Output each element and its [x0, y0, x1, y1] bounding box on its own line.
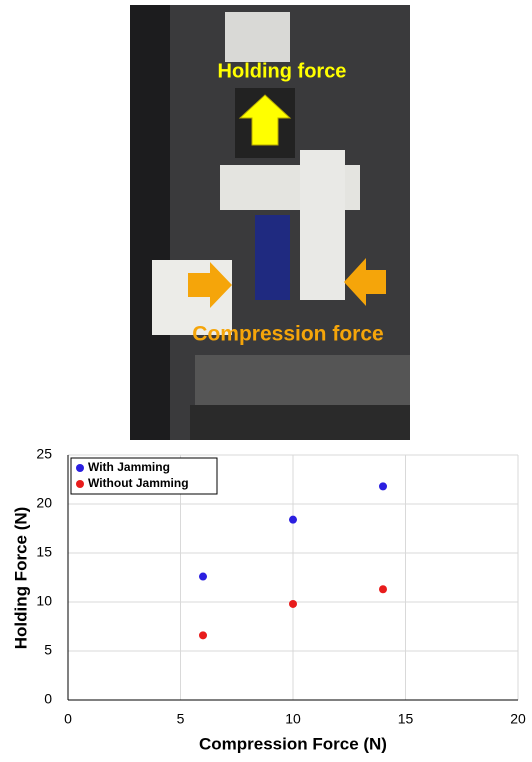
x-tick-label: 5: [177, 711, 185, 727]
x-tick-label: 10: [285, 711, 301, 727]
legend-marker: [76, 464, 84, 472]
point: [199, 631, 207, 639]
x-tick-label: 20: [510, 711, 526, 727]
legend-label: Without Jamming: [88, 476, 189, 490]
photo: Holding force Compression force: [130, 5, 410, 440]
photo-label: Compression force: [192, 323, 383, 346]
point: [289, 600, 297, 608]
base-rail: [195, 355, 410, 405]
y-tick-label: 20: [36, 495, 52, 511]
page: Holding force Compression force Compress…: [0, 0, 532, 762]
photo-frame: [130, 5, 170, 440]
clamp-top: [225, 12, 290, 62]
photo-label: Holding force: [218, 60, 347, 82]
legend-label: With Jamming: [88, 460, 170, 474]
y-axis-label: Holding Force (N): [11, 507, 30, 650]
y-tick-label: 10: [36, 593, 52, 609]
point: [379, 482, 387, 490]
sample: [255, 215, 290, 300]
legend-marker: [76, 480, 84, 488]
point: [289, 516, 297, 524]
x-axis-label: Compression Force (N): [199, 734, 387, 753]
right-block: [300, 150, 345, 300]
y-tick-label: 15: [36, 544, 52, 560]
y-tick-label: 25: [36, 446, 52, 462]
x-tick-label: 0: [64, 711, 72, 727]
base: [190, 405, 410, 440]
figure: Holding force Compression force Compress…: [0, 0, 532, 757]
x-tick-label: 15: [398, 711, 414, 727]
point: [379, 585, 387, 593]
y-tick-label: 0: [44, 691, 52, 707]
y-tick-label: 5: [44, 642, 52, 658]
point: [199, 573, 207, 581]
